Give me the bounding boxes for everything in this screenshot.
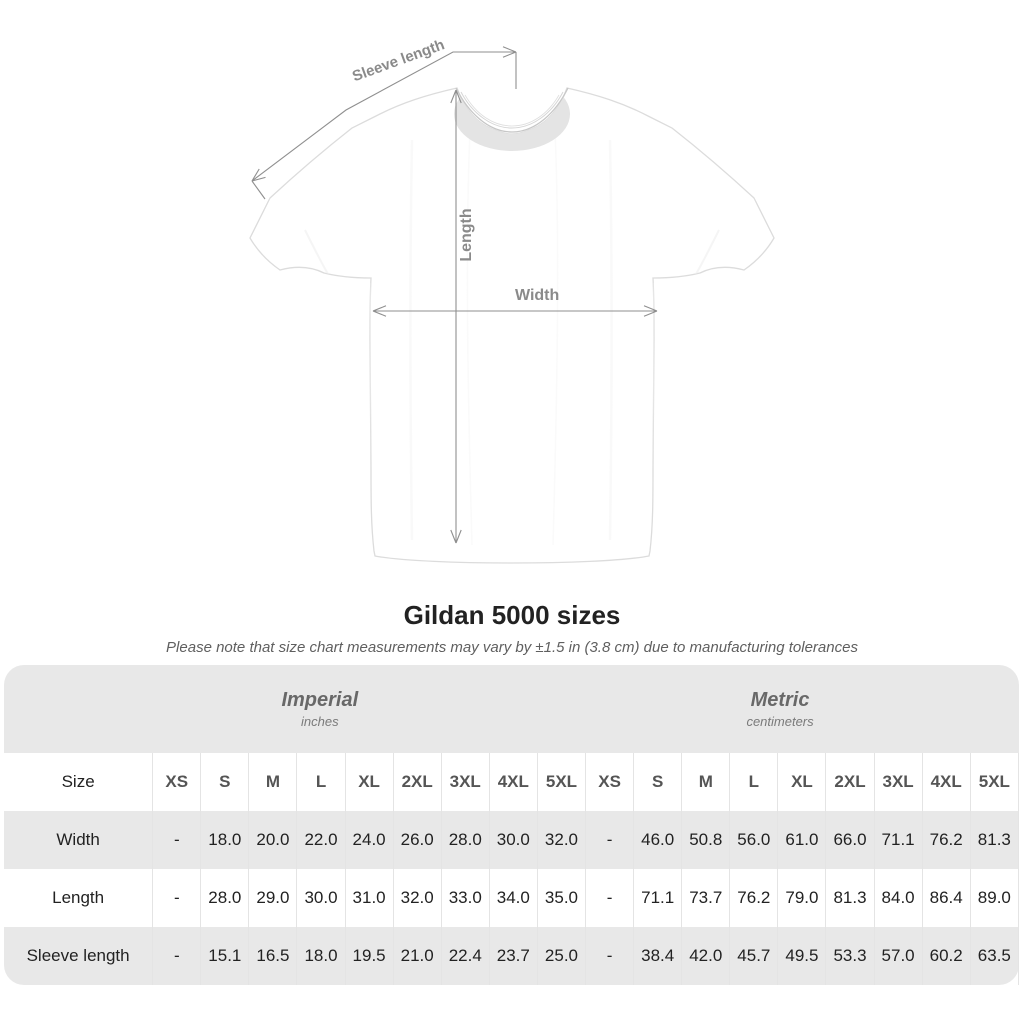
svg-text:Sleeve length: Sleeve length <box>350 36 447 85</box>
svg-text:Width: Width <box>515 287 559 304</box>
svg-text:Length: Length <box>458 208 475 261</box>
